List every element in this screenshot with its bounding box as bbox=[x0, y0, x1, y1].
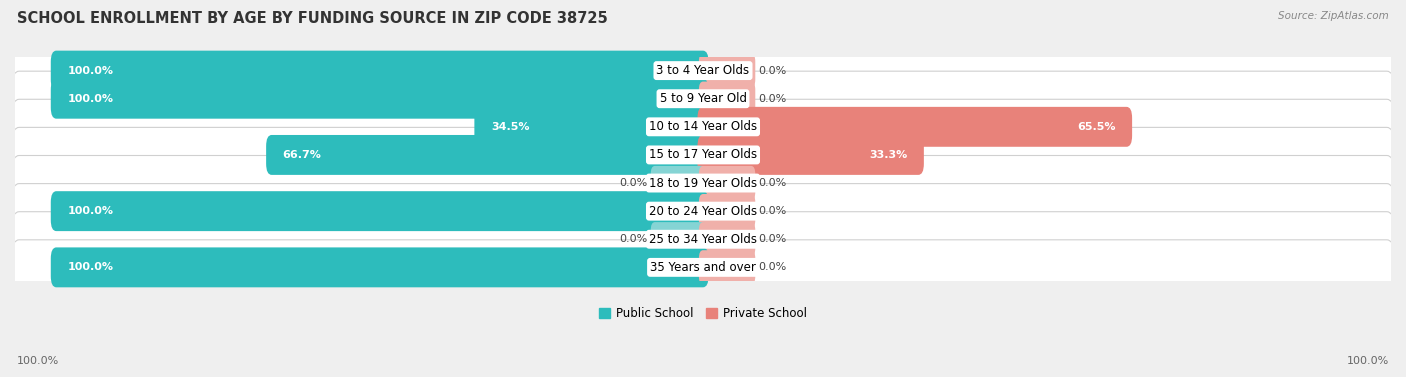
Text: 100.0%: 100.0% bbox=[1347, 356, 1389, 366]
Text: 18 to 19 Year Olds: 18 to 19 Year Olds bbox=[650, 176, 756, 190]
FancyBboxPatch shape bbox=[51, 191, 709, 231]
Text: 100.0%: 100.0% bbox=[17, 356, 59, 366]
FancyBboxPatch shape bbox=[699, 194, 755, 228]
FancyBboxPatch shape bbox=[697, 107, 1132, 147]
FancyBboxPatch shape bbox=[51, 247, 709, 287]
Text: 0.0%: 0.0% bbox=[758, 262, 786, 272]
Text: 25 to 34 Year Olds: 25 to 34 Year Olds bbox=[650, 233, 756, 246]
FancyBboxPatch shape bbox=[699, 222, 755, 256]
Text: 66.7%: 66.7% bbox=[283, 150, 322, 160]
Text: 34.5%: 34.5% bbox=[491, 122, 530, 132]
Text: 15 to 17 Year Olds: 15 to 17 Year Olds bbox=[650, 149, 756, 161]
Legend: Public School, Private School: Public School, Private School bbox=[593, 303, 813, 325]
FancyBboxPatch shape bbox=[651, 166, 707, 200]
FancyBboxPatch shape bbox=[699, 166, 755, 200]
Text: 33.3%: 33.3% bbox=[869, 150, 907, 160]
FancyBboxPatch shape bbox=[699, 250, 755, 285]
FancyBboxPatch shape bbox=[13, 240, 1393, 295]
Text: 100.0%: 100.0% bbox=[67, 262, 114, 272]
Text: Source: ZipAtlas.com: Source: ZipAtlas.com bbox=[1278, 11, 1389, 21]
Text: 100.0%: 100.0% bbox=[67, 206, 114, 216]
FancyBboxPatch shape bbox=[13, 155, 1393, 211]
Text: 0.0%: 0.0% bbox=[620, 178, 648, 188]
Text: 100.0%: 100.0% bbox=[67, 66, 114, 76]
FancyBboxPatch shape bbox=[699, 54, 755, 88]
FancyBboxPatch shape bbox=[13, 71, 1393, 126]
Text: 10 to 14 Year Olds: 10 to 14 Year Olds bbox=[650, 120, 756, 133]
FancyBboxPatch shape bbox=[699, 81, 755, 116]
FancyBboxPatch shape bbox=[474, 107, 709, 147]
Text: 20 to 24 Year Olds: 20 to 24 Year Olds bbox=[650, 205, 756, 218]
Text: 100.0%: 100.0% bbox=[67, 94, 114, 104]
Text: 5 to 9 Year Old: 5 to 9 Year Old bbox=[659, 92, 747, 105]
FancyBboxPatch shape bbox=[266, 135, 709, 175]
Text: 35 Years and over: 35 Years and over bbox=[650, 261, 756, 274]
Text: SCHOOL ENROLLMENT BY AGE BY FUNDING SOURCE IN ZIP CODE 38725: SCHOOL ENROLLMENT BY AGE BY FUNDING SOUR… bbox=[17, 11, 607, 26]
Text: 65.5%: 65.5% bbox=[1077, 122, 1115, 132]
Text: 3 to 4 Year Olds: 3 to 4 Year Olds bbox=[657, 64, 749, 77]
FancyBboxPatch shape bbox=[13, 212, 1393, 267]
FancyBboxPatch shape bbox=[651, 222, 707, 256]
FancyBboxPatch shape bbox=[13, 43, 1393, 98]
FancyBboxPatch shape bbox=[51, 79, 709, 119]
Text: 0.0%: 0.0% bbox=[620, 234, 648, 244]
Text: 0.0%: 0.0% bbox=[758, 206, 786, 216]
Text: 0.0%: 0.0% bbox=[758, 66, 786, 76]
Text: 0.0%: 0.0% bbox=[758, 234, 786, 244]
FancyBboxPatch shape bbox=[51, 51, 709, 90]
FancyBboxPatch shape bbox=[697, 135, 924, 175]
FancyBboxPatch shape bbox=[13, 127, 1393, 182]
FancyBboxPatch shape bbox=[13, 99, 1393, 154]
Text: 0.0%: 0.0% bbox=[758, 178, 786, 188]
FancyBboxPatch shape bbox=[13, 184, 1393, 239]
Text: 0.0%: 0.0% bbox=[758, 94, 786, 104]
